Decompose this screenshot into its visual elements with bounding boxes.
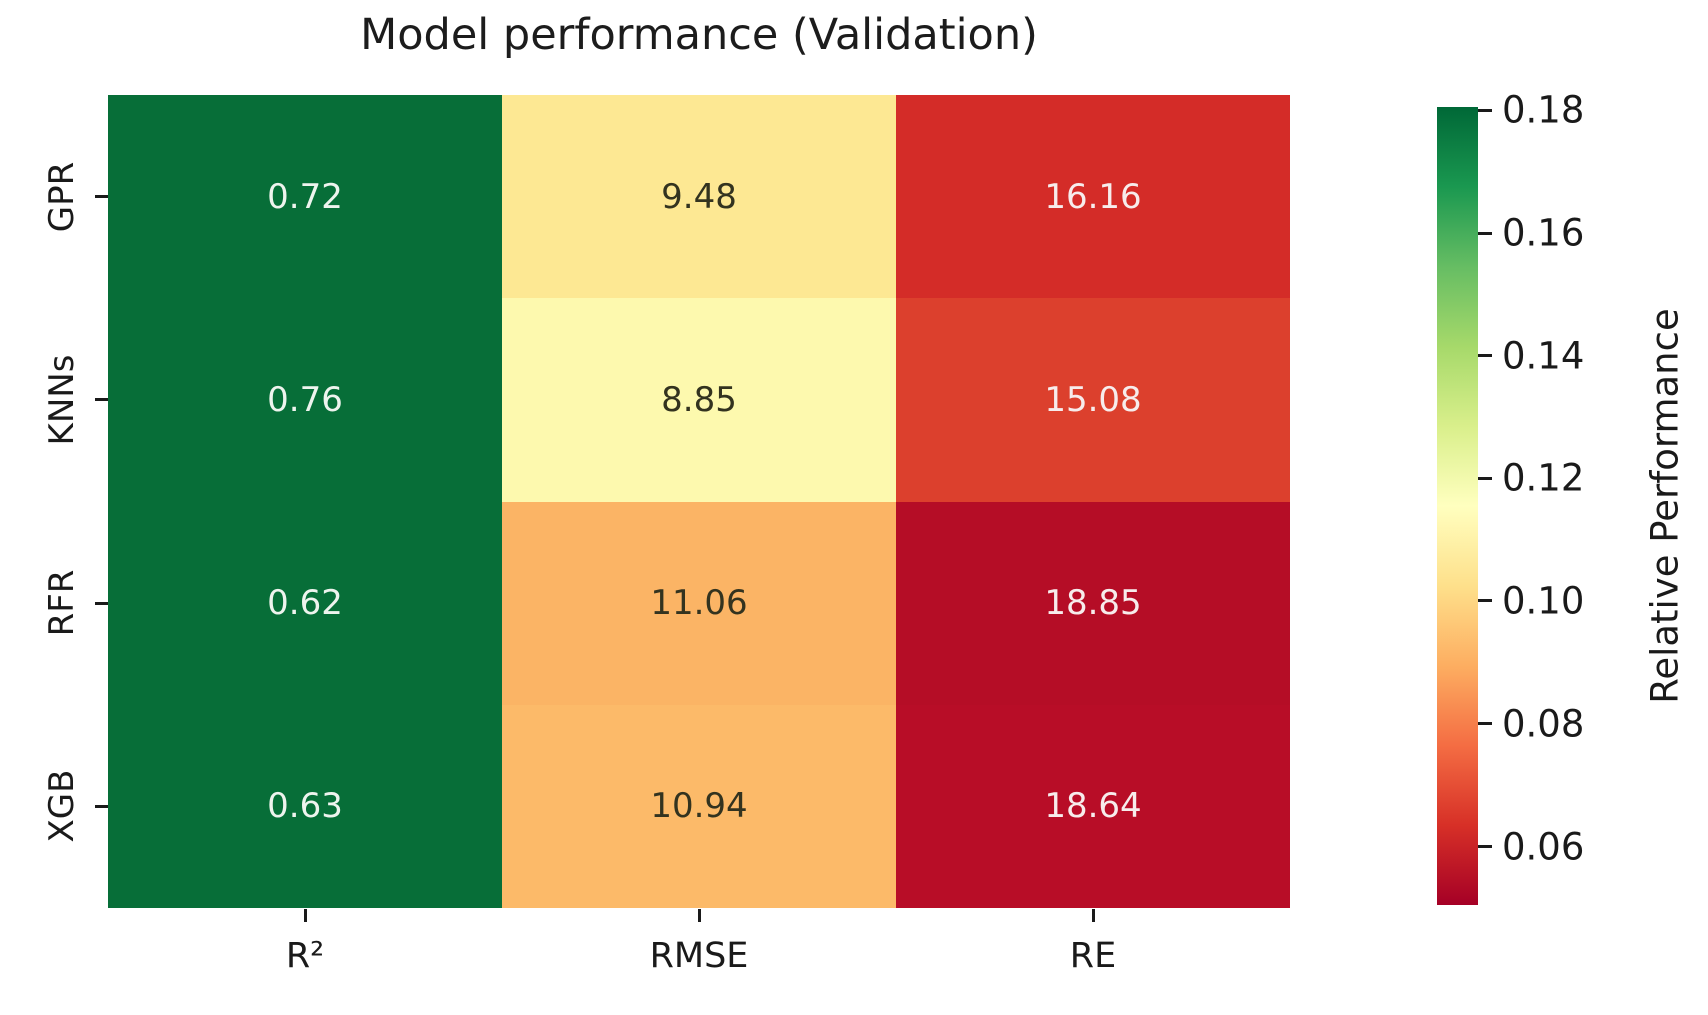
x-tick-mark [697, 909, 701, 922]
heatmap-cell-RFR-1: 11.06 [502, 501, 896, 705]
heatmap-cell-RFR-0: 0.62 [108, 501, 502, 705]
heatmap-cell-GPR-0: 0.72 [108, 95, 502, 299]
x-tick-label-0: R² [285, 936, 325, 976]
chart-title: Model performance (Validation) [360, 10, 1038, 60]
x-tick-label-1: RMSE [649, 936, 749, 976]
colorbar-tick-label-0.14: 0.14 [1502, 334, 1585, 378]
x-tick-mark [1091, 909, 1095, 922]
y-tick-label-KNNs: KNNs [42, 354, 82, 446]
colorbar-tick-mark [1478, 599, 1492, 603]
colorbar-tick-label-0.16: 0.16 [1502, 211, 1585, 255]
heatmap-cell-XGB-1: 10.94 [502, 704, 896, 908]
colorbar-tick-mark [1478, 476, 1492, 480]
colorbar-gradient [1437, 107, 1478, 905]
x-tick-label-2: RE [1069, 936, 1117, 976]
heatmap-cell-XGB-0: 0.63 [108, 704, 502, 908]
colorbar-axis-label: Relative Performance [1643, 308, 1687, 704]
x-tick-mark [303, 909, 307, 922]
y-tick-mark [95, 601, 108, 605]
heatmap-grid: 0.72 9.48 16.16 0.76 8.85 15.08 0.62 11.06 18.85… [108, 95, 1290, 908]
heatmap-cell-KNNs-1: 8.85 [502, 298, 896, 502]
y-tick-label-GPR: GPR [42, 161, 82, 232]
y-tick-label-XGB: XGB [42, 769, 82, 843]
colorbar-tick-mark [1478, 108, 1492, 112]
colorbar-tick-mark [1478, 722, 1492, 726]
y-tick-label-RFR: RFR [42, 569, 82, 637]
heatmap-cell-GPR-2: 16.16 [896, 95, 1290, 299]
heatmap-cell-KNNs-2: 15.08 [896, 298, 1290, 502]
colorbar-tick-mark [1478, 231, 1492, 235]
y-tick-mark [95, 398, 108, 402]
colorbar-tick-label-0.12: 0.12 [1502, 456, 1585, 500]
heatmap-cell-RFR-2: 18.85 [896, 501, 1290, 705]
y-tick-mark [95, 195, 108, 199]
heatmap-cell-XGB-2: 18.64 [896, 704, 1290, 908]
colorbar-tick-label-0.06: 0.06 [1502, 825, 1585, 869]
colorbar-tick-mark [1478, 354, 1492, 358]
heatmap-cell-KNNs-0: 0.76 [108, 298, 502, 502]
y-tick-mark [95, 804, 108, 808]
colorbar-tick-label-0.10: 0.10 [1502, 579, 1585, 623]
colorbar-tick-label-0.18: 0.18 [1502, 88, 1585, 132]
colorbar-tick-label-0.08: 0.08 [1502, 702, 1585, 746]
colorbar-tick-mark [1478, 845, 1492, 849]
heatmap-cell-GPR-1: 9.48 [502, 95, 896, 299]
